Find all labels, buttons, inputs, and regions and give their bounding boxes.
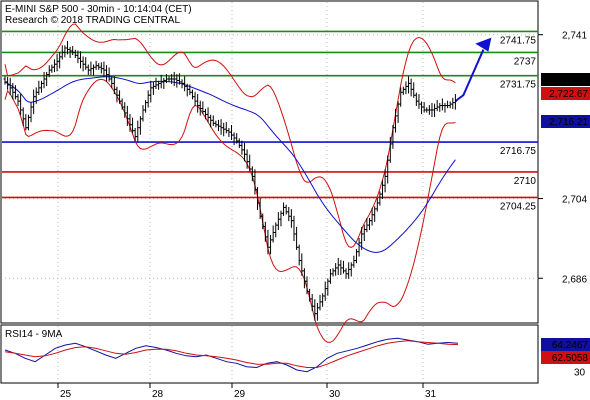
rsi-tag-label: 62.5058	[552, 353, 589, 364]
x-axis-ticks: 25 28 29 30 31	[57, 383, 437, 400]
rsi-ma-line	[4, 340, 459, 368]
price-tags: 2,725.75 2,722.67 2,716.21 64.2467 62.5058	[541, 73, 590, 364]
projection-arrowhead	[475, 37, 492, 52]
chart-title: E-MINI S&P 500 - 30min - 10:14:04 (CET)	[5, 4, 192, 15]
level-label: 2737	[514, 56, 537, 67]
price-panel-frame	[0, 0, 539, 324]
rsi-panel-frame	[0, 324, 539, 384]
y-tick-label: 2,741	[562, 31, 587, 42]
copyright-text: Research © 2018 TRADING CENTRAL	[5, 15, 180, 26]
x-tick-label: 25	[60, 389, 72, 400]
support-resistance-levels: 2741.75 2737 2731.75 2716.75 2710 2704.25	[2, 30, 538, 212]
rsi-tag	[541, 351, 590, 364]
level-label: 2741.75	[500, 35, 537, 46]
indicator-lines	[4, 23, 492, 343]
rsi-lines	[4, 337, 459, 373]
price-tag	[541, 87, 590, 100]
rsi-tag-label: 64.2467	[552, 340, 589, 351]
rsi-title: RSI14 - 9MA	[5, 329, 63, 340]
y-tick-label: 2,686	[562, 274, 587, 285]
bollinger-upper-line	[4, 23, 456, 248]
level-label: 2731.75	[500, 80, 537, 91]
rsi-line	[4, 337, 459, 373]
price-tag	[541, 115, 590, 128]
x-tick-label: 30	[329, 389, 341, 400]
rsi-y-tick-label: 30	[574, 368, 586, 379]
price-tag-label: 2,722.67	[549, 89, 588, 100]
projection-arrow	[454, 49, 485, 102]
moving-average-line	[4, 76, 456, 253]
level-label: 2704.25	[500, 201, 537, 212]
price-tag	[541, 73, 590, 86]
y-tick-label: 2,704	[562, 195, 587, 206]
bollinger-lower-line	[4, 78, 456, 343]
candlesticks	[3, 40, 457, 321]
y-axis-ticks: 2,741 2,704 2,686 30	[538, 31, 587, 379]
level-label: 2716.75	[500, 146, 537, 157]
x-tick-label: 29	[234, 389, 246, 400]
x-tick-label: 28	[152, 389, 164, 400]
price-tag-label: 2,725.75	[549, 75, 588, 86]
level-label: 2710	[514, 176, 537, 187]
grid	[5, 2, 538, 382]
price-tag-label: 2,716.21	[549, 117, 588, 128]
rsi-tag	[541, 338, 590, 351]
x-tick-label: 31	[425, 389, 437, 400]
